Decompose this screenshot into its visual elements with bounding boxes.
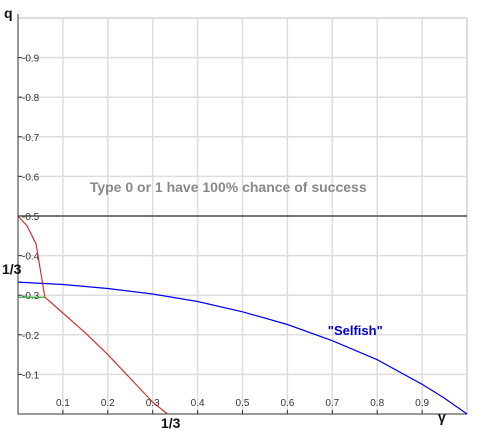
y-axis-label: q — [4, 5, 13, 21]
x-tick-label: 0.6 — [280, 398, 294, 409]
x-axis-label: γ — [438, 409, 446, 425]
x-tick-label: 0.9 — [415, 398, 429, 409]
x-tick-label: 0.8 — [370, 398, 384, 409]
y-tick-label: -0.6 — [22, 172, 40, 183]
y-tick-label: -0.7 — [22, 133, 40, 144]
y-tick-label: -0.9 — [22, 54, 40, 65]
annotation-1: "Selfish" — [328, 323, 383, 338]
x-tick-label: 0.2 — [101, 398, 115, 409]
annotation-0: Type 0 or 1 have 100% chance of success — [90, 179, 367, 195]
x-tick-label: 0.7 — [325, 398, 339, 409]
y-tick-label: -0.8 — [22, 93, 40, 104]
y-tick-label: -0.2 — [22, 331, 40, 342]
x-tick-label: 0.4 — [191, 398, 205, 409]
y-tick-label: -0.1 — [22, 370, 40, 381]
x-tick-label: 0.3 — [146, 398, 160, 409]
y-special-tick-label: 1/3 — [2, 261, 22, 277]
x-tick-label: 0.5 — [236, 398, 250, 409]
x-special-tick-label: 1/3 — [161, 415, 181, 430]
x-tick-label: 0.1 — [56, 398, 70, 409]
y-tick-label: -0.5 — [22, 212, 40, 223]
